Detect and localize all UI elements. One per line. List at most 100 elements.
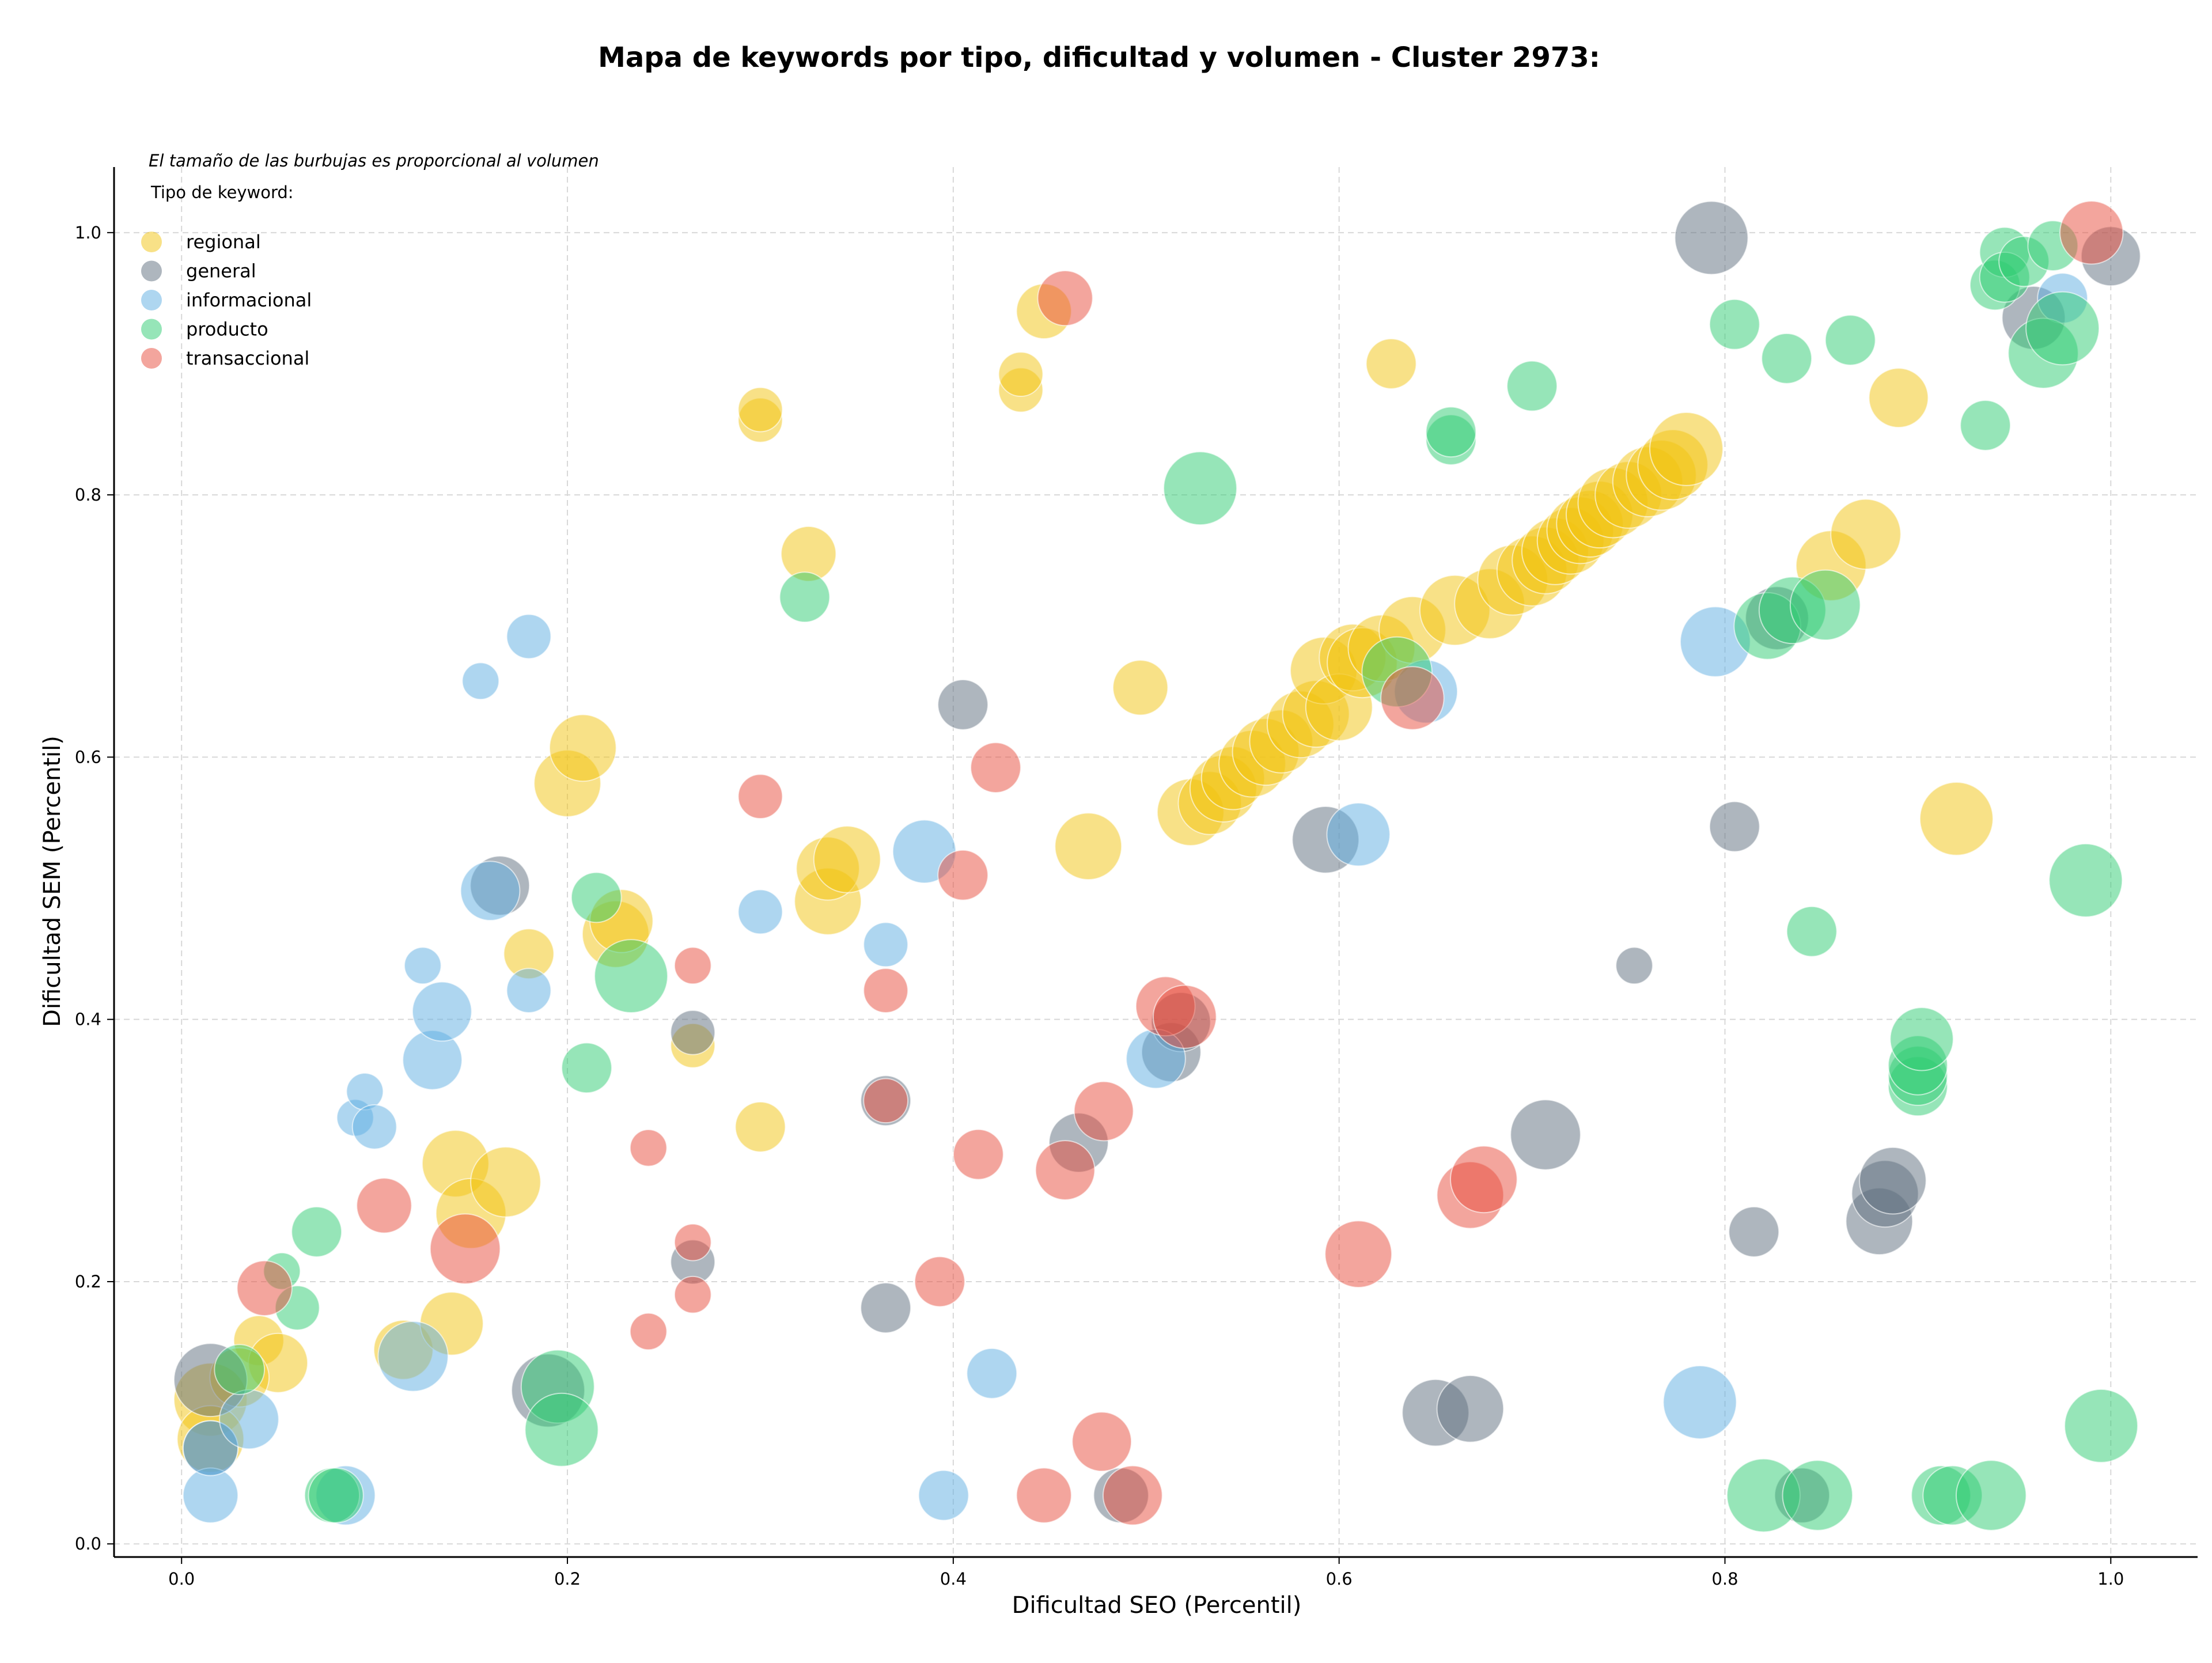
bubble-producto — [1506, 360, 1558, 412]
x-tick-label: 0.0 — [168, 1569, 195, 1589]
bubble-transaccional — [673, 1223, 712, 1262]
legend-label: producto — [186, 319, 268, 340]
bubble-producto — [308, 1467, 364, 1524]
y-tick-label: 0.8 — [75, 485, 101, 505]
bubble-informacional — [377, 1320, 449, 1392]
bubble-general — [670, 1010, 716, 1055]
bubble-transaccional — [1016, 1467, 1072, 1524]
bubble-informacional — [411, 981, 472, 1042]
x-tick-label: 1.0 — [2097, 1569, 2124, 1589]
bubble-producto — [1163, 451, 1237, 526]
y-tick-label: 0.4 — [75, 1010, 101, 1029]
bubble-regional — [470, 1146, 541, 1218]
bubble-transaccional — [863, 1078, 908, 1124]
bubble-regional — [1649, 411, 1724, 486]
bubble-transaccional — [952, 1128, 1004, 1180]
legend: El tamaño de las burbujas es proporciona… — [141, 151, 599, 369]
bubble-regional — [1365, 338, 1417, 389]
legend-item-transaccional: transaccional — [141, 347, 309, 369]
bubble-transaccional — [1071, 1411, 1132, 1472]
bubble-informacional — [404, 946, 442, 985]
x-tick-label: 0.8 — [1711, 1569, 1738, 1589]
legend-title: Tipo de keyword: — [150, 183, 294, 202]
chart-title: Mapa de keywords por tipo, dificultad y … — [598, 41, 1600, 74]
bubble-informacional — [918, 1469, 969, 1521]
bubble-producto — [561, 1042, 612, 1094]
bubble-informacional — [506, 613, 552, 660]
bubble-regional — [1919, 781, 1994, 856]
bubble-producto — [1960, 400, 2011, 451]
bubble-producto — [1824, 315, 1876, 366]
bubble-transaccional — [673, 946, 712, 985]
bubble-transaccional — [1324, 1220, 1392, 1288]
bubble-producto — [1782, 1460, 1853, 1531]
legend-item-general: general — [141, 260, 256, 282]
bubble-general — [1510, 1099, 1581, 1170]
series-transaccional — [236, 200, 2124, 1526]
y-tick-label: 1.0 — [75, 223, 101, 243]
axes — [113, 167, 2198, 1558]
bubble-transaccional — [970, 742, 1021, 793]
y-tick-label: 0.2 — [75, 1272, 101, 1291]
bubble-producto — [2064, 1388, 2138, 1463]
legend-marker — [141, 319, 162, 340]
legend-label: transaccional — [186, 347, 309, 369]
bubble-transaccional — [1380, 666, 1445, 730]
bubble-transaccional — [1073, 1081, 1134, 1142]
bubble-regional — [998, 351, 1044, 397]
bubble-transaccional — [737, 774, 783, 820]
x-tick-label: 0.2 — [554, 1569, 581, 1589]
bubble-producto — [2025, 291, 2100, 366]
bubble-regional — [1054, 812, 1123, 881]
bubble-transaccional — [914, 1256, 965, 1308]
bubble-regional — [1830, 498, 1902, 570]
bubble-producto — [1955, 1460, 2027, 1531]
bubble-informacional — [863, 922, 908, 968]
bubble-general — [1436, 1374, 1505, 1443]
bubble-regional — [548, 714, 617, 782]
bubbles — [173, 200, 2141, 1533]
bubble-general — [1615, 946, 1653, 985]
legend-note: El tamaño de las burbujas es proporciona… — [149, 151, 599, 171]
bubble-transaccional — [1153, 984, 1217, 1049]
bubble-transaccional — [863, 968, 908, 1013]
legend-marker — [141, 290, 162, 310]
bubble-informacional — [966, 1347, 1018, 1399]
bubble-producto — [570, 872, 622, 923]
bubble-general — [1859, 1146, 1927, 1215]
bubble-transaccional — [1037, 270, 1093, 327]
bubble-general — [1728, 1206, 1780, 1257]
bubble-transaccional — [429, 1213, 501, 1285]
bubble-informacional — [351, 1104, 397, 1150]
ticks: 0.0 0.2 0.4 0.6 0.8 1.0 0.0 0.2 0.4 0.6 0.8 1.0 — [75, 223, 2124, 1589]
bubble-informacional — [460, 861, 521, 921]
bubble-informacional — [346, 1073, 384, 1111]
bubble-informacional — [219, 1389, 279, 1450]
bubble-producto — [2048, 843, 2123, 918]
bubble-transaccional — [2059, 200, 2124, 265]
bubble-producto — [1889, 1007, 1954, 1071]
legend-item-informacional: informacional — [141, 289, 312, 311]
bubble-producto — [594, 939, 668, 1013]
bubble-regional — [1868, 368, 1929, 429]
bubble-regional — [1112, 660, 1169, 716]
bubble-informacional — [737, 889, 783, 935]
legend-item-producto: producto — [141, 319, 268, 340]
bubble-informacional — [1662, 1365, 1737, 1440]
bubble-regional — [734, 1101, 786, 1153]
bubble-producto — [1761, 332, 1813, 384]
bubble-transaccional — [673, 1275, 712, 1314]
bubble-general — [937, 679, 988, 730]
y-axis-label: Dificultad SEM (Percentil) — [39, 736, 66, 1027]
bubble-transaccional — [937, 849, 988, 901]
legend-label: regional — [186, 231, 261, 253]
legend-marker — [141, 348, 162, 369]
bubble-transaccional — [629, 1312, 668, 1351]
bubble-general — [1709, 801, 1760, 853]
legend-label: general — [186, 260, 256, 282]
legend-marker — [141, 232, 162, 252]
x-axis-label: Dificultad SEO (Percentil) — [1012, 1592, 1302, 1619]
bubble-transaccional — [1450, 1145, 1518, 1214]
bubble-producto — [1786, 906, 1838, 957]
